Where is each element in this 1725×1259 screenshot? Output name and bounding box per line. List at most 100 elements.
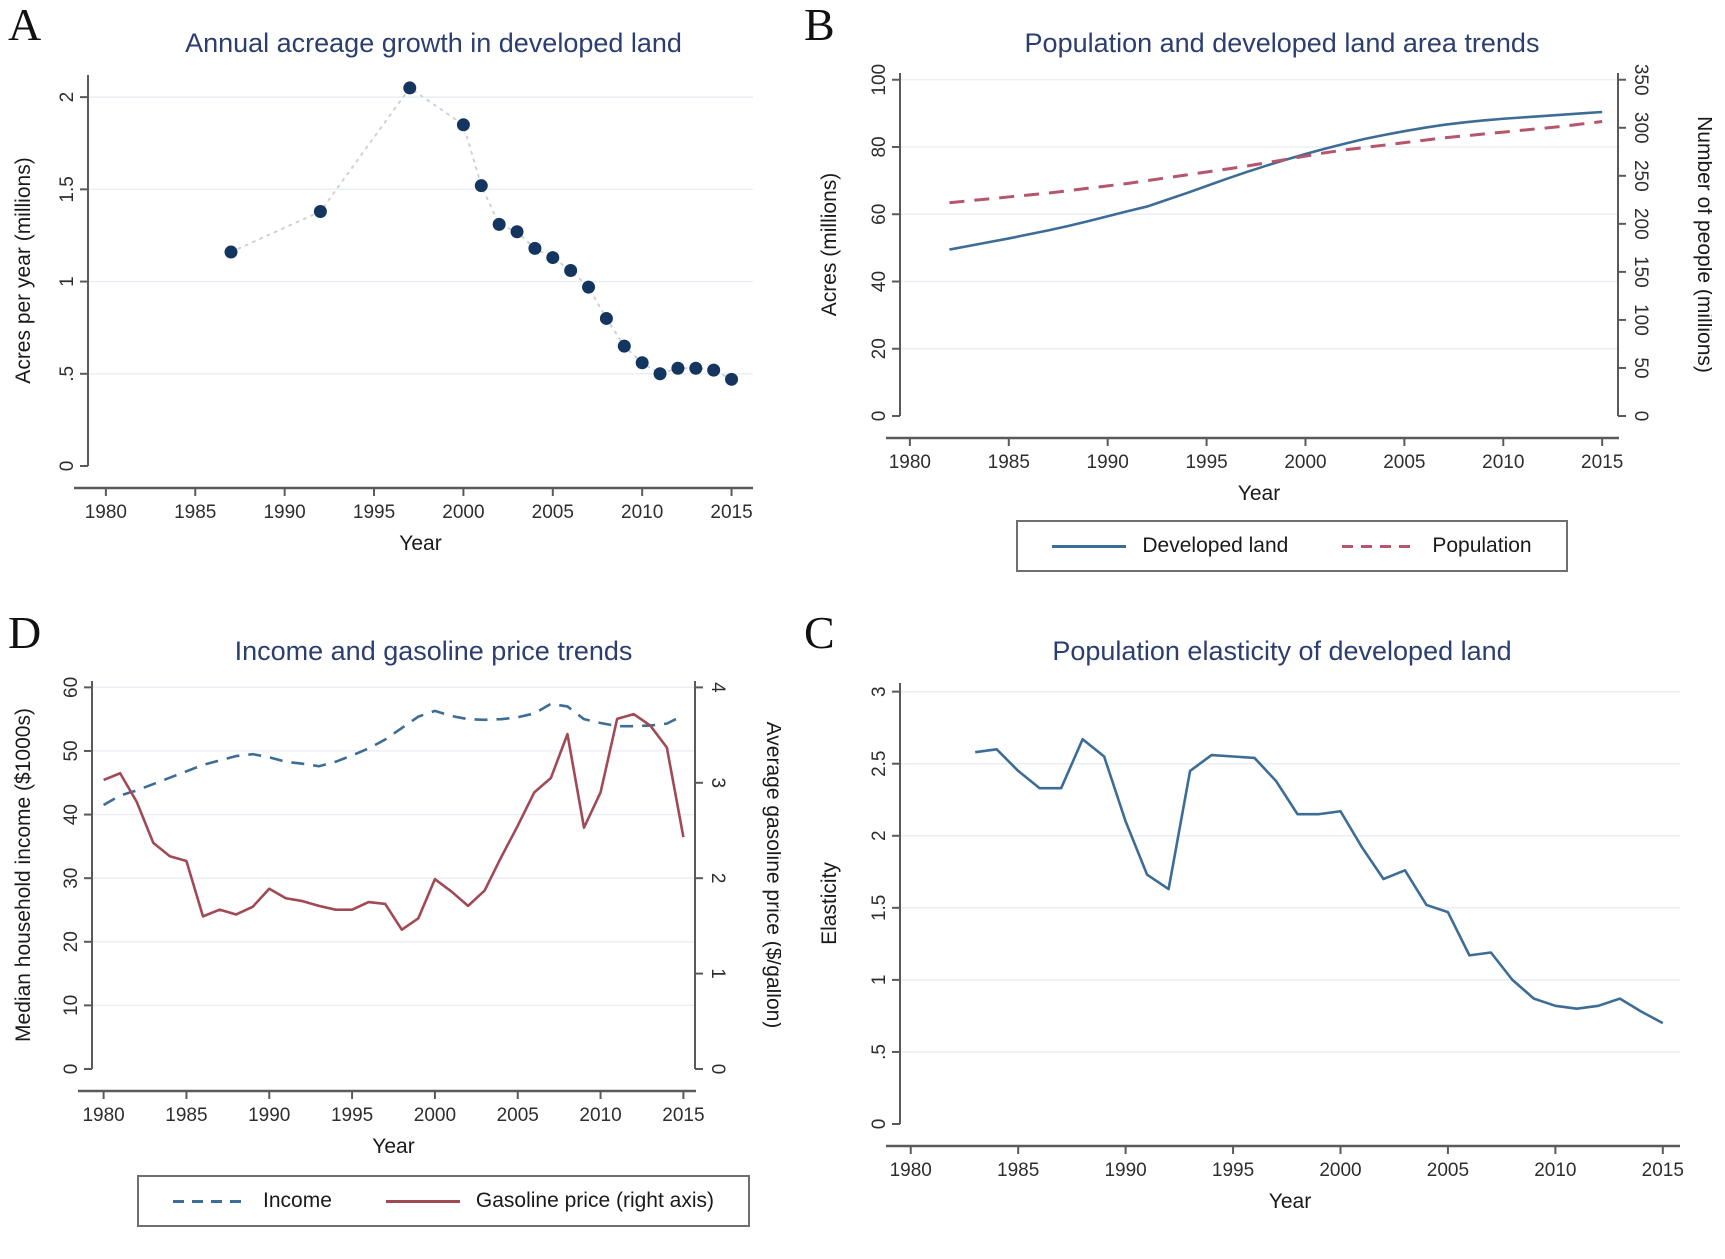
- legend-label: Developed land: [1142, 534, 1289, 557]
- y-axis-title: Median household income ($1000s): [12, 708, 35, 1042]
- series-line-developed-land: [949, 110, 1603, 251]
- y-tick-label-right: 3: [707, 778, 728, 789]
- panel-c-chart-column: Population elasticity of developed land …: [812, 608, 1725, 1224]
- panel-d-title: Income and gasoline price trends: [234, 636, 633, 666]
- y-axis-title: Acres (millions): [818, 173, 841, 317]
- y-tick-label: 2: [869, 830, 890, 841]
- y-tick-label: .5: [57, 366, 78, 382]
- x-tick-label: 2015: [1642, 1160, 1684, 1181]
- x-tick-label: 1980: [889, 452, 931, 473]
- y-tick-label: 2.5: [869, 750, 890, 776]
- x-tick-label: 1990: [263, 502, 305, 523]
- x-tick-label: 2005: [1383, 452, 1425, 473]
- scatter-point: [689, 361, 703, 375]
- scatter-point: [313, 204, 327, 218]
- x-axis-title: Year: [372, 1135, 414, 1158]
- panel-c-title: Population elasticity of developed land: [1052, 636, 1512, 666]
- population-line-sample: [1342, 544, 1417, 548]
- y-tick-label: 80: [869, 136, 890, 157]
- y-tick-label: 0: [57, 461, 78, 472]
- x-tick-label: 1985: [997, 1160, 1039, 1181]
- x-tick-label: 1985: [174, 502, 216, 523]
- y-axis-right-title: Number of people (millions): [1693, 116, 1712, 373]
- legend-item-developed-land: Developed land: [1052, 534, 1288, 558]
- legend-label: Population: [1432, 534, 1532, 557]
- y-tick-label: 1.5: [57, 176, 78, 202]
- legend-label: Income: [263, 1189, 332, 1212]
- panel-d: D Income and gasoline price trends 0 10 20…: [0, 600, 788, 1259]
- x-tick-label: 2010: [579, 1105, 621, 1126]
- x-tick-label: 2010: [1534, 1160, 1576, 1181]
- gasoline-price-line-sample: [385, 1199, 460, 1203]
- scatter-point: [599, 311, 613, 325]
- y-tick-label: 60: [869, 204, 890, 225]
- panel-c-plot: 0 .5 1 1.5 2 2.5 3 Elasticity 1980 1985 1990 1995 20…: [818, 683, 1684, 1213]
- panel-b-legend: Developed land Population: [1016, 520, 1568, 572]
- series-line-elasticity: [975, 737, 1664, 1025]
- y-tick-label: 1: [57, 276, 78, 287]
- x-tick-label: 1995: [1185, 452, 1227, 473]
- x-tick-label: 1980: [82, 1105, 124, 1126]
- x-tick-label: 1995: [353, 502, 395, 523]
- x-tick-label: 2005: [497, 1105, 539, 1126]
- x-axis-title: Year: [1238, 482, 1280, 505]
- panel-b-title: Population and developed land area trend…: [1024, 28, 1540, 58]
- series-line-population: [949, 120, 1603, 205]
- y-axis-title: Elasticity: [818, 862, 841, 945]
- x-tick-label: 2010: [1482, 452, 1524, 473]
- y-tick-label: 0: [61, 1064, 82, 1075]
- y-axis-title: Acres per year (millions): [12, 157, 35, 383]
- panel-d-legend: Income Gasoline price (right axis): [137, 1175, 750, 1227]
- panel-b: B Population and developed land area tre…: [788, 0, 1725, 600]
- scatter-point: [707, 363, 721, 377]
- x-tick-label: 2000: [442, 502, 484, 523]
- panel-b-legend-row: Developed land Population: [812, 520, 1725, 572]
- income-line-sample: [173, 1199, 248, 1203]
- panel-a-letter: A: [8, 0, 42, 50]
- panel-c: C Population elasticity of developed lan…: [788, 600, 1725, 1259]
- scatter-connector-line: [230, 86, 733, 381]
- x-tick-label: 2015: [662, 1105, 704, 1126]
- y-tick-label-right: 0: [707, 1064, 728, 1075]
- legend-label: Gasoline price (right axis): [475, 1189, 714, 1212]
- x-tick-label: 1990: [1104, 1160, 1146, 1181]
- x-tick-label: 1995: [331, 1105, 373, 1126]
- panel-a: A Annual acreage growth in developed lan…: [0, 0, 788, 600]
- scatter-point: [224, 245, 238, 259]
- scatter-point: [635, 356, 649, 370]
- developed-land-line-sample: [1052, 544, 1127, 548]
- x-axis-title: Year: [399, 532, 441, 555]
- x-tick-label: 1985: [165, 1105, 207, 1126]
- x-tick-label: 1980: [890, 1160, 932, 1181]
- panel-b-letter: B: [804, 0, 835, 50]
- scatter-point: [403, 81, 417, 95]
- y-tick-label: 30: [61, 868, 82, 889]
- x-tick-label: 2000: [414, 1105, 456, 1126]
- x-tick-label: 1990: [248, 1105, 290, 1126]
- y-tick-label-right: 200: [1630, 208, 1651, 240]
- x-tick-label: 2015: [710, 502, 752, 523]
- x-tick-label: 2005: [532, 502, 574, 523]
- y-axis-right-title: Average gasoline price ($/gallon): [762, 722, 781, 1029]
- x-tick-label: 2015: [1581, 452, 1623, 473]
- series-line-gasoline-price-right-axis-: [103, 712, 685, 932]
- y-tick-label: 0: [869, 1119, 890, 1130]
- panel-a-plot: 0 .5 1 1.5 2 Acres per year (millions) 1980 198…: [12, 75, 753, 555]
- x-tick-label: 1985: [988, 452, 1030, 473]
- y-tick-label: 20: [869, 338, 890, 359]
- y-tick-label: 20: [61, 931, 82, 952]
- panel-b-chart-column: Population and developed land area trend…: [812, 0, 1725, 572]
- y-tick-label-right: 100: [1630, 304, 1651, 336]
- scatter-point: [725, 372, 739, 386]
- x-tick-label: 2000: [1284, 452, 1326, 473]
- scatter-point: [617, 339, 631, 353]
- legend-item-population: Population: [1342, 534, 1532, 558]
- x-tick-label: 2005: [1427, 1160, 1469, 1181]
- y-tick-label: 1: [869, 975, 890, 986]
- scatter-point: [474, 179, 488, 193]
- scatter-point: [528, 241, 542, 255]
- y-tick-label: 100: [869, 64, 890, 96]
- y-tick-label: .5: [869, 1044, 890, 1060]
